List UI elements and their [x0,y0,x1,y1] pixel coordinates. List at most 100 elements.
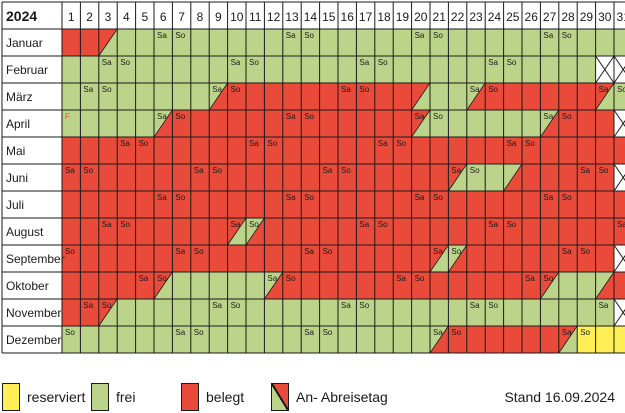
booked-fill [282,137,302,164]
legend-swatch-belegt [181,382,199,411]
day-header-27: 27 [543,10,557,24]
weekend-label-sun: So [120,58,130,67]
booked-fill [80,218,99,245]
weekend-label-sun: So [267,139,277,148]
invalid-day-cross [613,254,625,273]
day-header-1: 1 [68,10,75,24]
day-cell [485,56,504,83]
day-cell [393,326,412,353]
day-cell [172,56,191,83]
month-label: August [6,225,44,239]
booked-fill [411,137,430,164]
weekend-label-sun: So [231,85,241,94]
booked-fill [577,110,596,137]
booked-fill [62,191,81,218]
booked-fill [374,272,394,299]
day-cell [577,326,596,353]
month-row-2 [62,55,625,84]
booked-fill [338,83,357,110]
day-cell [172,272,191,299]
day-cell [448,83,467,110]
booked-fill [135,272,154,299]
weekend-label-sun: So [323,247,333,256]
day-cell [411,56,430,83]
day-header-7: 7 [178,10,185,24]
booked-fill [411,191,430,218]
booked-fill [356,218,375,245]
booked-fill [595,191,614,218]
booked-fill [172,164,191,191]
holiday-flag: F [212,139,217,148]
booked-fill [338,110,357,137]
day-cell [411,29,430,56]
weekend-label-sat: Sa [157,112,167,121]
booked-fill [374,83,394,110]
day-header-23: 23 [469,10,483,24]
booked-fill [577,191,596,218]
invalid-day-cross [613,173,625,192]
day-header-5: 5 [141,10,148,24]
booked-fill [80,29,99,56]
booking-calendar: 2024 1 2 3 4 5 6 7 8 9 10 11 12 13 14 15 16 17 18 19 20 21 22 2… [1,1,625,354]
legend-item-change: An- Abreisetag [271,380,388,413]
weekend-label-sat: Sa [139,274,149,283]
legend-label-frei: frei [116,388,136,405]
day-cell [117,29,136,56]
day-cell [430,110,449,137]
booked-fill [558,191,578,218]
weekend-label-sun: So [396,139,406,148]
day-cell [430,29,449,56]
day-header-20: 20 [414,10,428,24]
day-header-9: 9 [215,10,222,24]
weekend-label-sun: So [433,193,443,202]
invalid-day-cell [614,110,625,137]
booked-fill [430,137,449,164]
booked-fill [80,164,99,191]
booked-fill [301,191,320,218]
booked-fill [62,137,81,164]
holiday-flag: F [580,85,585,94]
day-cell [595,29,614,56]
booked-fill [614,218,625,245]
day-cell [62,110,81,137]
booked-fill [466,245,486,272]
day-cell [374,326,394,353]
weekend-label-sat: Sa [433,247,443,256]
booked-fill [227,110,246,137]
day-cell [80,83,99,110]
holiday-flag: F [525,328,530,337]
day-cell [540,299,559,326]
booked-fill [135,164,154,191]
booked-fill [154,164,173,191]
booked-fill [577,245,596,272]
month-label: Januar [6,36,43,50]
day-cell [264,56,283,83]
change-diagonal [245,217,265,246]
weekend-label-sun: So [580,247,590,256]
weekend-label-sat: Sa [543,31,553,40]
booked-fill [301,83,320,110]
booked-fill [319,191,338,218]
day-cell [595,326,614,353]
weekend-label-sun: So [562,112,572,121]
booked-fill [172,110,191,137]
weekend-label-sat: Sa [507,139,517,148]
month-row-1 [62,28,625,57]
booked-fill [485,245,504,272]
day-cell [154,56,173,83]
weekend-label-sun: So [451,328,461,337]
booked-fill [503,245,522,272]
day-cell [485,29,504,56]
day-cell [135,326,154,353]
weekend-label-sun: So [562,193,572,202]
day-cell [393,29,412,56]
booked-fill [466,137,486,164]
day-cell [374,299,394,326]
holiday-flag: F [65,139,70,148]
booked-fill [374,218,394,245]
booked-fill [135,245,154,272]
booked-fill [62,29,81,56]
booked-fill [282,83,302,110]
booked-fill [80,245,99,272]
booked-fill [595,245,614,272]
